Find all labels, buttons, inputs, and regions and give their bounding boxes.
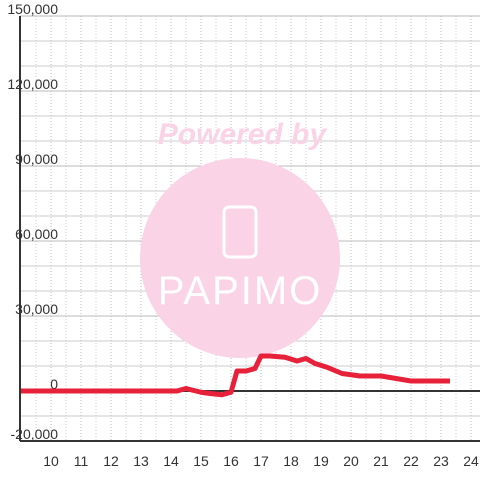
x-tick-label: 11 (74, 453, 89, 469)
x-tick-label: 14 (163, 453, 179, 469)
watermark-logo: PAPIMO (158, 269, 323, 313)
y-tick-label: 60,000 (15, 226, 58, 242)
x-tick-label: 21 (373, 453, 389, 469)
x-tick-label: 24 (463, 453, 479, 469)
y-tick-label: -20,000 (11, 426, 59, 442)
x-tick-label: 19 (313, 453, 329, 469)
y-tick-label: 90,000 (15, 151, 58, 167)
data-line (21, 353, 450, 398)
x-tick-label: 23 (433, 453, 449, 469)
y-tick-label: 0 (50, 376, 58, 392)
x-tick-label: 10 (43, 453, 59, 469)
y-tick-label: 120,000 (7, 76, 58, 92)
x-tick-label: 13 (133, 453, 149, 469)
x-tick-label: 20 (343, 453, 359, 469)
x-tick-label: 18 (283, 453, 299, 469)
watermark: Powered by PAPIMO (140, 118, 340, 358)
y-tick-label: 150,000 (7, 1, 58, 17)
watermark-phone (222, 205, 258, 259)
x-tick-label: 17 (253, 453, 269, 469)
x-tick-label: 16 (223, 453, 239, 469)
x-tick-label: 12 (103, 453, 119, 469)
x-tick-label: 15 (193, 453, 209, 469)
y-tick-label: 30,000 (15, 301, 58, 317)
x-tick-label: 22 (403, 453, 419, 469)
watermark-text: Powered by (158, 118, 328, 151)
